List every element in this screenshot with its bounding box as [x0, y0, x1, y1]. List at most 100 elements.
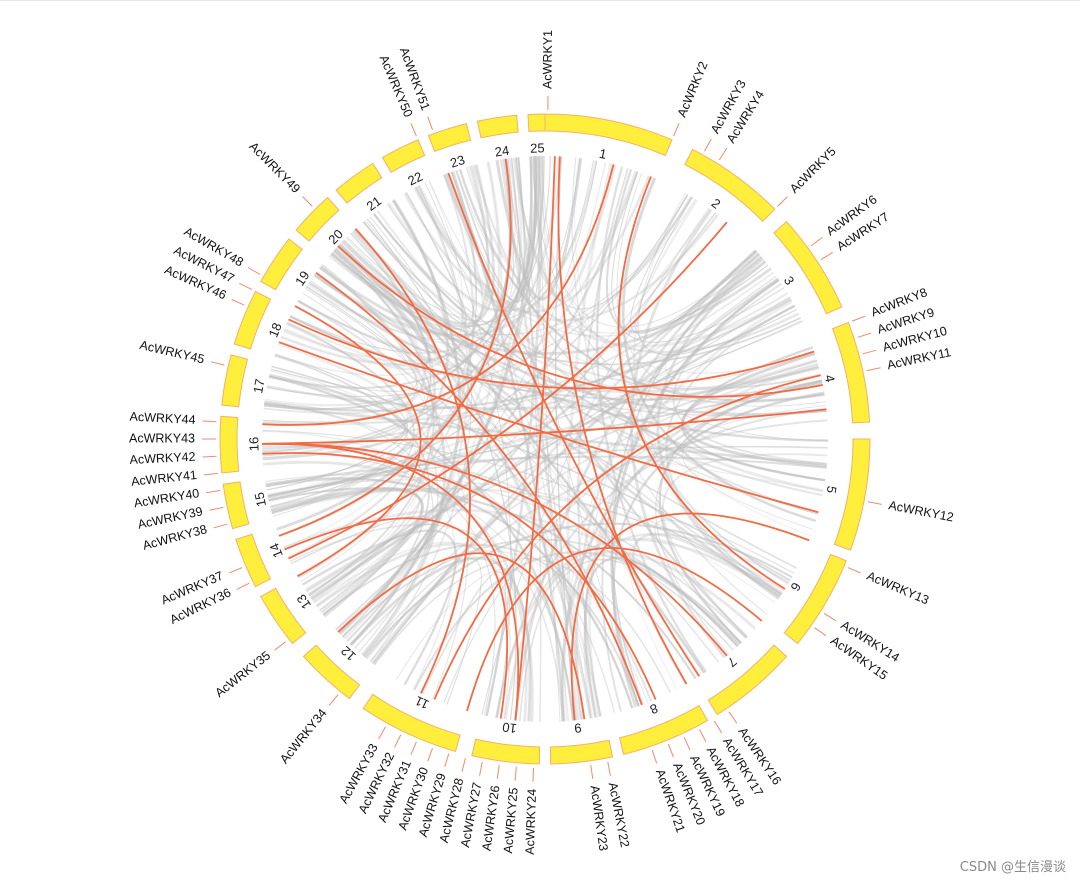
highlight-link-13 — [261, 442, 520, 721]
gene-tick — [206, 490, 221, 494]
chromosome-label-8: 8 — [648, 701, 660, 718]
gene-tick — [862, 349, 877, 355]
background-link — [263, 280, 418, 415]
highlight-link-7 — [337, 245, 823, 398]
background-link — [386, 158, 581, 312]
background-link — [322, 544, 640, 707]
background-link — [680, 346, 826, 482]
highlight-link-22 — [278, 158, 512, 537]
gene-label: AcWRKY34 — [277, 706, 329, 766]
background-link — [387, 156, 538, 312]
gene-tick — [718, 147, 728, 161]
gene-tick — [209, 506, 224, 511]
chromosome-label-10: 10 — [501, 720, 517, 737]
gene-tick — [410, 741, 417, 755]
background-link — [541, 155, 760, 328]
chromosome-label-14: 14 — [266, 541, 285, 560]
gene-tick — [713, 720, 723, 734]
background-link — [363, 192, 468, 325]
background-link — [266, 196, 693, 398]
chromosome-ring — [219, 113, 871, 765]
background-link — [403, 175, 651, 314]
background-link — [583, 556, 739, 718]
background-link — [328, 196, 692, 336]
background-link — [372, 249, 757, 665]
background-link — [319, 171, 639, 612]
background-link — [517, 157, 542, 723]
chromosome-24 — [476, 114, 519, 139]
highlight-links — [261, 156, 827, 721]
background-link — [267, 271, 775, 499]
chromosome-3 — [773, 220, 843, 315]
background-link — [270, 370, 421, 606]
background-link — [564, 261, 766, 722]
background-link — [262, 156, 537, 454]
background-link — [286, 250, 430, 369]
chromosome-20 — [295, 196, 340, 242]
background-link — [612, 391, 825, 708]
gene-label: AcWRKY41 — [130, 468, 197, 489]
gene-tick — [203, 472, 218, 476]
highlight-link-17 — [466, 547, 763, 712]
gene-tick — [213, 523, 228, 529]
background-link — [270, 194, 689, 508]
background-link — [428, 156, 533, 305]
background-link — [364, 219, 819, 515]
gene-label: AcWRKY5 — [787, 144, 839, 196]
highlight-link-16 — [262, 452, 657, 700]
background-link — [335, 550, 633, 709]
background-link — [629, 209, 727, 659]
background-link — [495, 537, 782, 719]
background-link — [353, 362, 819, 649]
background-link — [312, 161, 500, 603]
background-link — [274, 354, 430, 638]
gene-tick — [820, 251, 833, 261]
background-link — [308, 243, 437, 354]
background-link — [306, 198, 697, 347]
highlight-link-1 — [514, 156, 556, 721]
chromosome-label-13: 13 — [293, 592, 314, 612]
chromosome-label-3: 3 — [781, 273, 798, 287]
highlight-link-18 — [262, 164, 615, 426]
gene-tick — [514, 766, 517, 781]
gene-tick — [229, 567, 243, 574]
background-link — [672, 282, 827, 465]
background-link — [661, 453, 828, 638]
chromosome-4 — [831, 321, 871, 424]
background-link — [481, 207, 710, 716]
gene-tick — [274, 641, 287, 651]
gene-tick — [673, 123, 680, 137]
gene-tick — [202, 420, 217, 423]
gene-tick — [866, 367, 881, 372]
chromosome-label-16: 16 — [246, 437, 261, 452]
chromosome-label-6: 6 — [788, 580, 805, 594]
highlight-link-15 — [354, 228, 471, 694]
background-link — [266, 232, 432, 491]
background-link — [575, 255, 763, 720]
chromosome-label-4: 4 — [822, 373, 838, 383]
background-link — [310, 304, 796, 600]
chromosome-label-1: 1 — [598, 146, 608, 162]
gene-ticks — [202, 95, 882, 782]
background-link — [265, 473, 739, 647]
gene-tick — [302, 196, 313, 207]
background-link — [267, 358, 818, 500]
chromosome-label-24: 24 — [494, 143, 511, 160]
chromosome-14 — [235, 533, 272, 588]
gene-tick — [496, 764, 500, 779]
background-link — [264, 400, 824, 492]
background-link — [302, 292, 469, 699]
background-link — [421, 570, 507, 717]
gene-tick — [427, 116, 433, 130]
background-link — [443, 174, 748, 639]
background-link — [267, 170, 637, 498]
chromosome-label-5: 5 — [824, 485, 840, 495]
background-link — [265, 455, 827, 486]
chromosome-label-7: 7 — [724, 654, 739, 670]
background-link — [518, 559, 734, 721]
background-link — [583, 363, 819, 719]
gene-tick — [532, 767, 534, 782]
background-link — [515, 157, 693, 310]
